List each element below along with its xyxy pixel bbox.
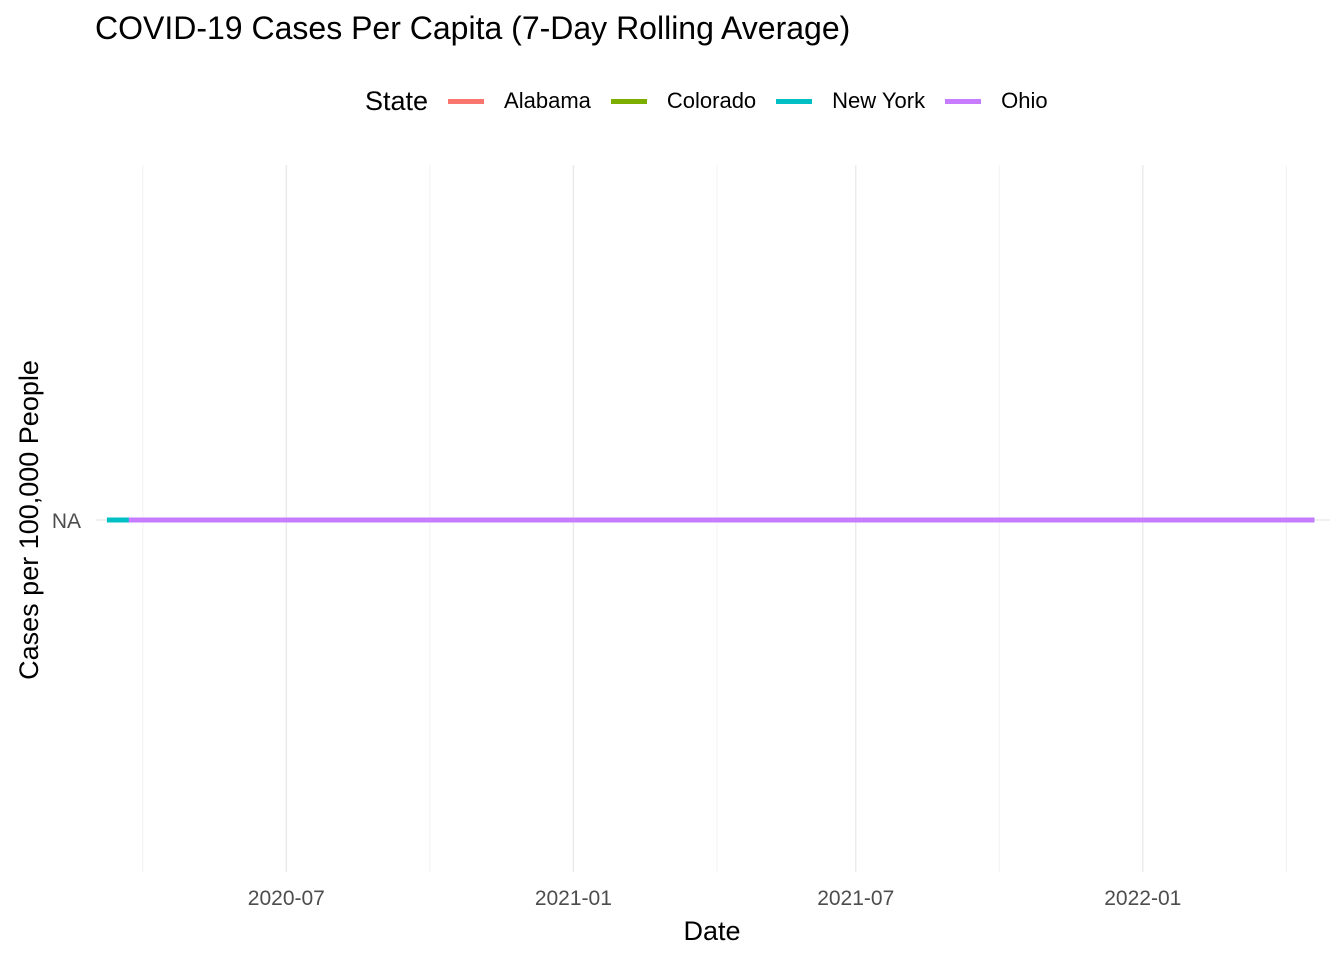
x-tick-labels: 2020-07 2021-01 2021-07 2022-01 — [248, 887, 1182, 910]
legend-label-ohio: Ohio — [1001, 88, 1048, 113]
legend-key-new-york — [776, 98, 813, 104]
legend-item-alabama: Alabama — [448, 88, 591, 114]
y-tick-label: NA — [52, 510, 81, 533]
legend-label-alabama: Alabama — [504, 88, 591, 113]
x-tick-label: 2022-01 — [1104, 887, 1181, 910]
legend-item-new-york: New York — [776, 88, 925, 114]
legend-label-colorado: Colorado — [666, 88, 757, 113]
legend-title: State — [365, 85, 429, 116]
legend: State Alabama Colorado New York Ohio — [365, 84, 1068, 118]
y-tick-labels: NA — [52, 510, 81, 533]
y-axis-title: Cases per 100,000 People — [14, 360, 44, 680]
x-axis-title: Date — [683, 916, 740, 946]
legend-key-ohio — [945, 98, 982, 104]
x-tick-label: 2020-07 — [248, 887, 325, 910]
legend-key-colorado — [610, 98, 647, 104]
legend-item-colorado: Colorado — [610, 88, 757, 114]
chart-title: COVID-19 Cases Per Capita (7-Day Rolling… — [95, 10, 851, 46]
x-tick-label: 2021-07 — [817, 887, 894, 910]
legend-key-alabama — [448, 98, 485, 104]
legend-item-ohio: Ohio — [945, 88, 1048, 114]
legend-label-new-york: New York — [832, 88, 926, 113]
x-tick-label: 2021-01 — [535, 887, 612, 910]
